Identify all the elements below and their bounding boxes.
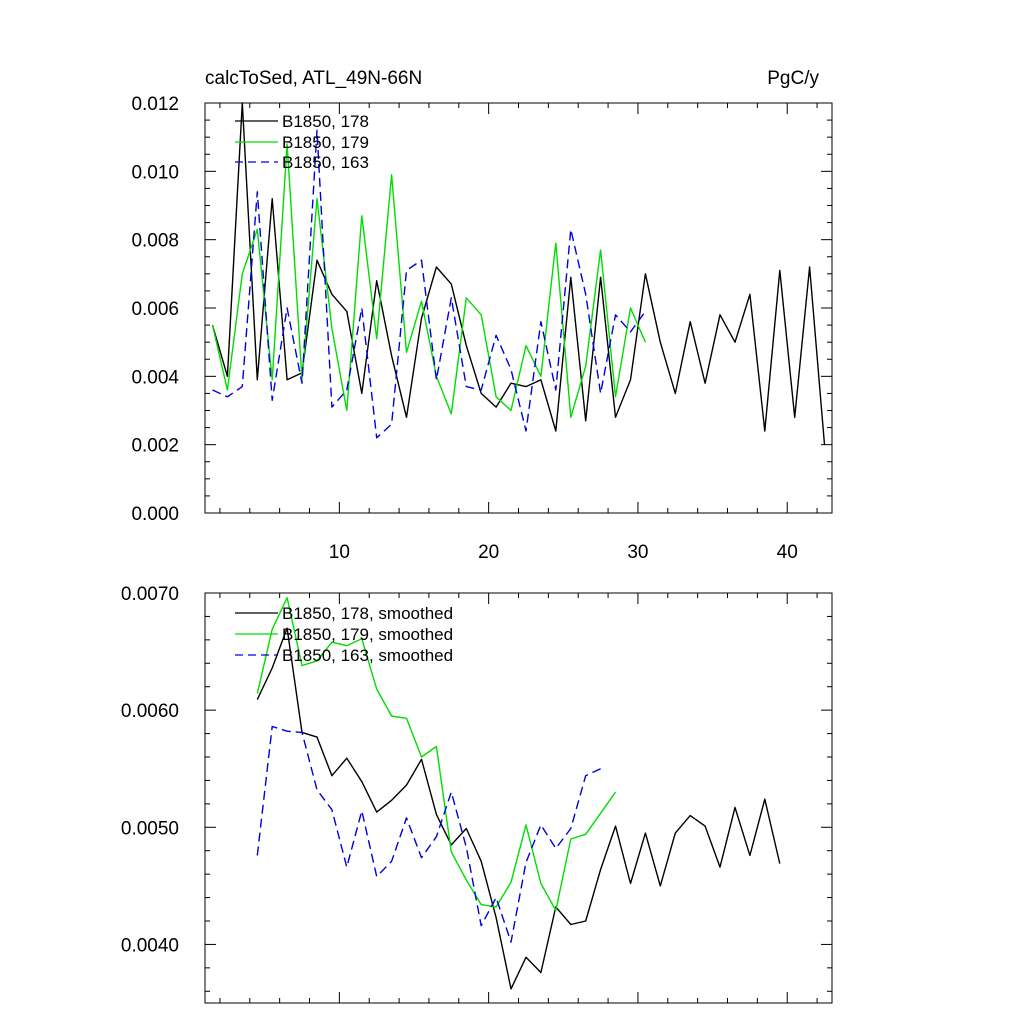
- series-line-b1850-163-smoothed: [256, 725, 601, 943]
- y-tick-label: 0.0040: [121, 935, 179, 956]
- y-tick-label: 0.000: [131, 504, 179, 525]
- tick-marks: [205, 592, 832, 1003]
- units-label: PgC/y: [767, 68, 819, 89]
- legend: B1850, 178 B1850, 179 B1850, 163: [235, 112, 369, 172]
- y-tick-label: 0.0060: [121, 701, 179, 722]
- top-panel: calcToSed, ATL_49N-66N PgC/y 0.0000.0020…: [131, 68, 833, 563]
- y-tick-label: 0.010: [131, 162, 179, 183]
- legend-label-179: B1850, 179: [282, 133, 369, 152]
- y-tick-labels: 0.000 0.002 0.004 0.006 0.008 0.010 0.012: [131, 94, 179, 525]
- tick-marks: [205, 102, 832, 514]
- series-line-b1850-163: [212, 129, 646, 439]
- x-tick-labels: 10 20 30 40: [329, 542, 798, 563]
- series-line-b1850-179-smoothed: [256, 597, 617, 912]
- legend-label-178-smoothed: B1850, 178, smoothed: [282, 604, 453, 623]
- legend: B1850, 178, smoothed B1850, 179, smoothe…: [235, 604, 453, 665]
- y-tick-label: 0.0050: [121, 818, 179, 839]
- x-tick-label: 30: [627, 542, 648, 563]
- legend-label-179-smoothed: B1850, 179, smoothed: [282, 625, 453, 644]
- y-tick-labels: 0.0040 0.0050 0.0060 0.0070: [121, 584, 179, 956]
- legend-label-163: B1850, 163: [282, 153, 369, 172]
- x-tick-label: 10: [329, 542, 350, 563]
- y-tick-label: 0.006: [131, 299, 179, 320]
- series-line-b1850-178-smoothed: [256, 627, 781, 990]
- series-line-b1850-179: [211, 143, 647, 418]
- x-tick-label: 40: [777, 542, 798, 563]
- series-line-b1850-178: [211, 102, 826, 445]
- y-tick-label: 0.002: [131, 436, 179, 457]
- series-lines: [211, 102, 826, 445]
- x-tick-label: 20: [478, 542, 499, 563]
- series-lines: [256, 597, 781, 990]
- y-tick-label: 0.0070: [121, 584, 179, 605]
- bottom-panel: 0.0040 0.0050 0.0060 0.0070 B1850, 178, smo…: [121, 584, 833, 1004]
- legend-label-178: B1850, 178: [282, 112, 369, 131]
- y-tick-label: 0.004: [131, 367, 179, 388]
- legend-label-163-smoothed: B1850, 163, smoothed: [282, 646, 453, 665]
- chart-title: calcToSed, ATL_49N-66N: [205, 68, 422, 89]
- y-tick-label: 0.008: [131, 231, 179, 252]
- y-tick-label: 0.012: [131, 94, 179, 115]
